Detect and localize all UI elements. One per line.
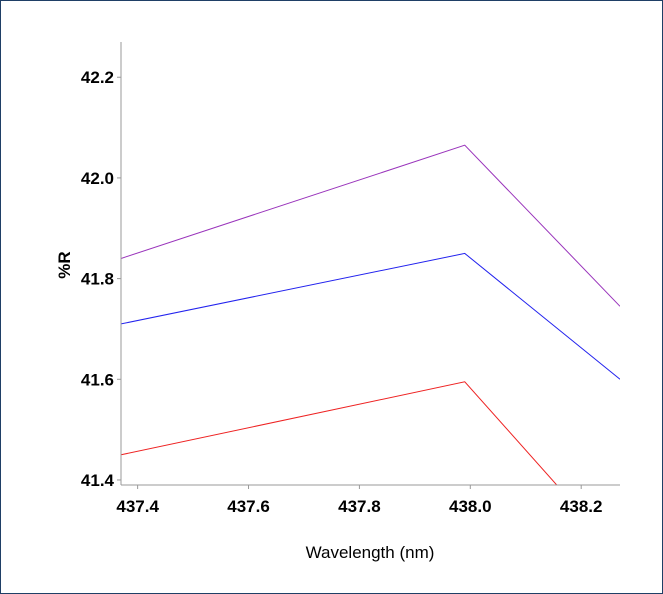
- y-tick-label: 41.8: [81, 270, 114, 289]
- series-line-2: [121, 252, 620, 380]
- y-tick-label: 41.6: [81, 370, 114, 389]
- y-tick-label: 42.2: [81, 68, 114, 87]
- x-tick-label: 437.6: [227, 497, 270, 516]
- series-line-1: [121, 144, 620, 307]
- y-axis-title: %R: [55, 251, 74, 278]
- x-axis-title: Wavelength (nm): [306, 543, 435, 562]
- plot-lines: [121, 144, 620, 485]
- x-ticks: 437.4 437.6 437.8 438.0 438.2: [116, 485, 602, 516]
- x-tick-label: 437.4: [116, 497, 159, 516]
- x-tick-label: 437.8: [338, 497, 381, 516]
- y-ticks: 41.4 41.6 41.8 42.0 42.2: [81, 68, 121, 490]
- series-line-3: [121, 381, 558, 485]
- y-tick-label: 41.4: [81, 471, 115, 490]
- x-tick-label: 438.0: [449, 497, 492, 516]
- y-tick-label: 42.0: [81, 169, 114, 188]
- x-tick-label: 438.2: [560, 497, 603, 516]
